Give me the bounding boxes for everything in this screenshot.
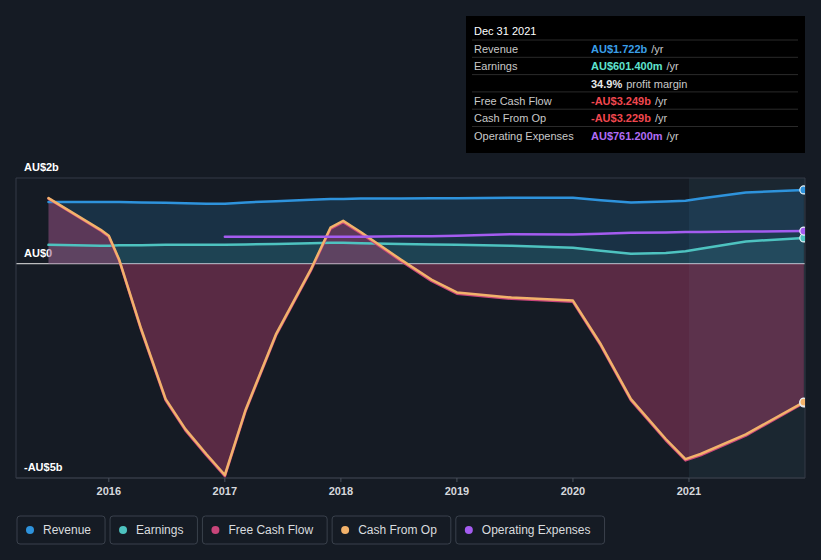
legend-box bbox=[17, 516, 105, 544]
legend-swatch bbox=[119, 526, 127, 534]
tooltip-value: AU$761.200m bbox=[591, 130, 663, 142]
series-area bbox=[48, 190, 803, 264]
tooltip-value: AU$1.722b bbox=[591, 43, 648, 55]
plot-area bbox=[48, 186, 805, 476]
legend-swatch bbox=[26, 526, 34, 534]
x-tick bbox=[108, 478, 109, 482]
tooltip-value: 34.9% bbox=[591, 78, 622, 90]
tooltip-label: Cash From Op bbox=[474, 112, 546, 124]
end-marker bbox=[800, 399, 805, 407]
tooltip-title: Dec 31 2021 bbox=[474, 25, 536, 37]
tooltip-unit: profit margin bbox=[626, 78, 687, 90]
x-tick-label: 2019 bbox=[445, 485, 469, 497]
tooltip-unit: /yr bbox=[667, 130, 680, 142]
x-tick bbox=[224, 478, 225, 482]
x-tick-label: 2021 bbox=[677, 485, 701, 497]
legend-item: Free Cash Flow bbox=[202, 516, 327, 544]
legend-box bbox=[456, 516, 605, 544]
tooltip-unit: /yr bbox=[651, 43, 664, 55]
chart: AU$2b AU$0 -AU$5b 2016 2017 2018 2019 2020 2021 D… bbox=[0, 0, 821, 560]
legend-label: Cash From Op bbox=[358, 523, 437, 537]
legend-box bbox=[332, 516, 451, 544]
tooltip-label: Free Cash Flow bbox=[474, 95, 552, 107]
plot-frame bbox=[805, 178, 806, 478]
legend-item: Operating Expenses bbox=[456, 516, 605, 544]
tooltip-unit: /yr bbox=[667, 60, 680, 72]
x-axis-line bbox=[16, 478, 805, 479]
plot-frame bbox=[16, 178, 17, 478]
legend: Revenue Earnings Free Cash Flow Cash From O… bbox=[17, 516, 605, 544]
series-line bbox=[48, 199, 803, 477]
tooltip: Dec 31 2021 Revenue AU$1.722b/yr Earnings AU… bbox=[466, 16, 805, 153]
legend-label: Earnings bbox=[136, 523, 183, 537]
x-tick bbox=[456, 478, 457, 482]
legend-box bbox=[202, 516, 327, 544]
x-tick bbox=[340, 478, 341, 482]
tooltip-value: -AU$3.229b bbox=[591, 112, 651, 124]
end-marker bbox=[800, 227, 805, 235]
x-tick bbox=[688, 478, 689, 482]
x-tick bbox=[572, 478, 573, 482]
tooltip-separator bbox=[472, 126, 798, 127]
legend-swatch bbox=[211, 526, 219, 534]
grid-line bbox=[16, 478, 805, 479]
y-tick-label: -AU$5b bbox=[24, 461, 63, 473]
legend-label: Revenue bbox=[43, 523, 91, 537]
legend-label: Free Cash Flow bbox=[228, 523, 313, 537]
tooltip-separator bbox=[472, 40, 798, 41]
end-markers bbox=[800, 186, 805, 407]
background bbox=[0, 0, 821, 560]
tooltip-separator bbox=[472, 57, 798, 58]
x-tick-label: 2020 bbox=[561, 485, 585, 497]
legend-swatch bbox=[341, 526, 349, 534]
grid-line bbox=[16, 178, 805, 179]
tooltip-unit: /yr bbox=[655, 95, 668, 107]
series-area bbox=[48, 238, 803, 264]
tooltip-separator bbox=[472, 74, 798, 75]
lines bbox=[48, 190, 803, 476]
series-line bbox=[48, 238, 803, 254]
x-tick-label: 2017 bbox=[213, 485, 237, 497]
legend-item: Revenue bbox=[17, 516, 105, 544]
x-tick-label: 2018 bbox=[329, 485, 353, 497]
tooltip-label: Revenue bbox=[474, 43, 518, 55]
series-line bbox=[225, 231, 804, 237]
x-tick-label: 2016 bbox=[97, 485, 121, 497]
tooltip-value: -AU$3.249b bbox=[591, 95, 651, 107]
areas bbox=[48, 190, 803, 476]
end-marker bbox=[800, 186, 805, 194]
y-tick-label: AU$2b bbox=[24, 161, 59, 173]
legend-item: Cash From Op bbox=[332, 516, 451, 544]
series-line bbox=[48, 190, 803, 204]
series-area bbox=[48, 199, 803, 477]
tooltip-unit: /yr bbox=[655, 112, 668, 124]
tooltip-separator bbox=[472, 109, 798, 110]
series-line bbox=[48, 198, 803, 475]
y-tick-label: AU$0 bbox=[24, 247, 52, 259]
tooltip-label: Earnings bbox=[474, 60, 518, 72]
tooltip-box bbox=[466, 16, 805, 153]
tooltip-separator bbox=[472, 91, 798, 92]
legend-swatch bbox=[465, 526, 473, 534]
tooltip-label: Operating Expenses bbox=[474, 130, 574, 142]
legend-item: Earnings bbox=[110, 516, 197, 544]
legend-box bbox=[110, 516, 197, 544]
legend-label: Operating Expenses bbox=[482, 523, 591, 537]
tooltip-value: AU$601.400m bbox=[591, 60, 663, 72]
end-marker bbox=[800, 398, 805, 406]
